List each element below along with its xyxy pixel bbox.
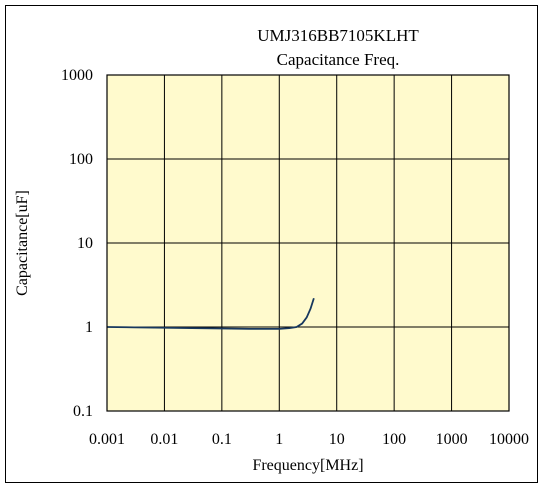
x-axis-label: Frequency[MHz] bbox=[252, 457, 363, 474]
y-tick-label: 10 bbox=[77, 235, 93, 252]
y-axis-label: Capacitance[uF] bbox=[14, 190, 31, 296]
x-tick-label: 0.01 bbox=[150, 431, 178, 448]
y-tick-label: 0.1 bbox=[73, 403, 93, 420]
plot-border bbox=[106, 74, 510, 412]
y-tick-labels: 0.1 1 10 100 1000 bbox=[61, 67, 93, 420]
x-tick-label: 10 bbox=[329, 431, 345, 448]
chart-subtitle: Capacitance Freq. bbox=[277, 50, 400, 69]
y-tick-label: 100 bbox=[69, 151, 93, 168]
x-tick-label: 10000 bbox=[489, 431, 529, 448]
x-tick-label: 1 bbox=[275, 431, 283, 448]
x-tick-label: 0.001 bbox=[89, 431, 125, 448]
x-tick-label: 1000 bbox=[436, 431, 468, 448]
series-line bbox=[106, 297, 315, 330]
x-tick-label: 0.1 bbox=[212, 431, 232, 448]
chart-title: UMJ316BB7105KLHT bbox=[257, 26, 419, 45]
x-tick-labels: 0.001 0.01 0.1 1 10 100 1000 10000 bbox=[89, 431, 529, 448]
y-tick-label: 1000 bbox=[61, 67, 93, 84]
y-tick-label: 1 bbox=[85, 319, 93, 336]
x-tick-label: 100 bbox=[382, 431, 406, 448]
